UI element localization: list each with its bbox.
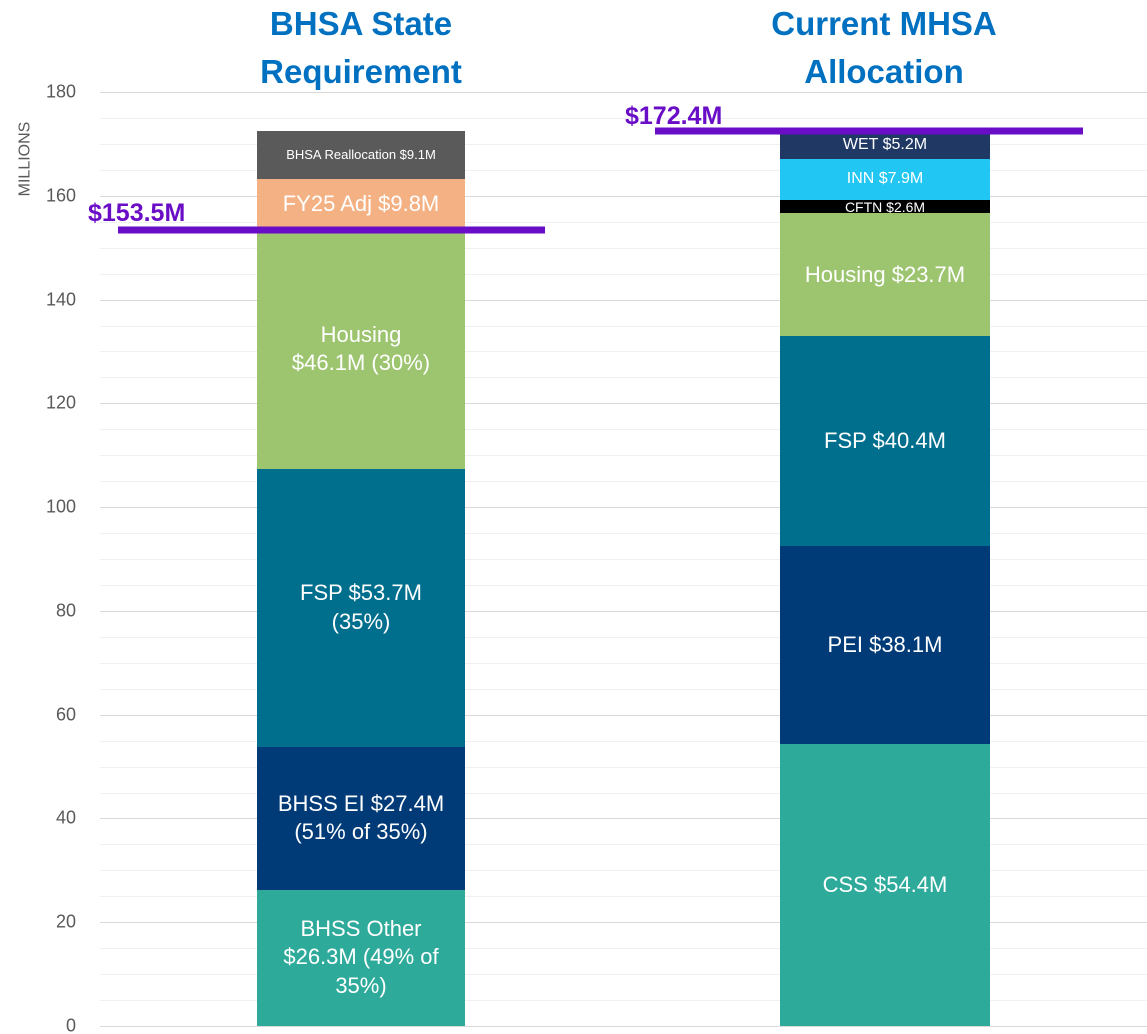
y-tick-label: 0 [65,1015,76,1034]
segment-label: CSS $54.4M [822,871,948,897]
reference-label: $153.5M [88,198,186,227]
bar-segment: WET $5.2M [780,131,990,159]
segment-label: FSP $40.4M [824,427,946,453]
minor-grid-line [100,559,1147,560]
bar-segment: Housing $23.7M [780,213,990,337]
bar-segment: INN $7.9M [780,158,990,200]
minor-grid-line [100,636,1147,638]
segment-label: Housing $23.7M [804,261,966,287]
minor-grid-line [100,273,1147,275]
minor-grid-line [100,974,1147,976]
minor-grid-line [100,584,1147,586]
minor-grid-line [100,169,1147,171]
column-title-line: Allocation [804,53,964,90]
segment-label: 35%) [335,973,387,999]
reference-line [118,226,545,233]
minor-grid-line [100,740,1147,742]
bar-segment: FSP $40.4M [780,336,990,547]
minor-grid-line [100,870,1147,872]
minor-grid-line [100,247,1147,249]
grid-line [100,922,1147,924]
minor-grid-line [100,844,1147,846]
grid-line [100,610,1147,612]
segment-label: CFTN $2.6M [844,199,926,214]
y-tick-label: 40 [55,807,76,828]
bar-segment: BHSS Other $26.3M (49% of 35%) [257,889,465,1026]
minor-grid-line [100,325,1147,327]
minor-grid-line [100,533,1147,535]
grid-line [100,92,1147,93]
y-tick-label: 120 [45,392,76,413]
minor-grid-line [100,117,1147,119]
minor-grid-line [100,377,1147,379]
segment-label: BHSA Reallocation $9.1M [286,146,436,162]
bar-segment: BHSA Reallocation $9.1M [257,131,465,179]
grid-line [100,299,1147,301]
grid-line [100,818,1147,820]
y-tick-label: 60 [55,704,76,725]
y-tick-label: 80 [55,600,76,621]
y-tick-label: 140 [45,289,76,310]
bar-segment: FSP $53.7M (35%) [257,468,465,748]
minor-grid-line [100,766,1147,768]
column-title-line: Current MHSA [771,5,997,42]
minor-grid-line [100,481,1147,483]
minor-grid-line [100,429,1147,431]
bar-segment: CFTN $2.6M [780,199,990,214]
minor-grid-line [100,688,1147,690]
segment-label: (51% of 35%) [294,819,428,845]
minor-grid-line [100,896,1147,898]
y-tick-label: 20 [55,911,76,932]
bar-segment: BHSS EI $27.4M (51% of 35%) [257,747,465,890]
segment-label: FSP $53.7M [300,580,422,606]
grid-line [100,714,1147,716]
grid-line [100,403,1147,405]
minor-grid-line [100,351,1147,353]
segment-label: $26.3M (49% of [283,944,439,970]
y-tick-label: 160 [45,185,76,206]
segment-label: FY25 Adj $9.8M [282,190,440,216]
bar-segment: PEI $38.1M [780,546,990,744]
minor-grid-line [100,143,1147,145]
column-title-line: Requirement [260,53,462,90]
grid-line [100,195,1147,197]
reference-line [655,127,1083,135]
segment-label: BHSS EI $27.4M [277,790,445,816]
bar-segment: Housing $46.1M (30%) [257,229,465,469]
y-tick-label: 180 [45,81,76,102]
grid-line [100,1026,1147,1027]
column-title: BHSA State Requirement [181,0,541,96]
segment-label: INN $7.9M [846,170,924,188]
segment-label: $46.1M (30%) [291,350,431,376]
segment-label: WET $5.2M [842,136,928,154]
minor-grid-line [100,455,1147,457]
segment-label: (35%) [331,609,391,635]
bar-segment: CSS $54.4M [780,743,990,1026]
minor-grid-line [100,792,1147,794]
y-tick-label: 100 [45,496,76,517]
grid-line [100,507,1147,509]
minor-grid-line [100,948,1147,950]
bar-segment: FY25 Adj $9.8M [257,178,465,230]
segment-label: BHSS Other [300,915,422,941]
segment-label: PEI $38.1M [827,631,943,657]
minor-grid-line [100,1000,1147,1002]
reference-label: $172.4M [625,102,723,131]
segment-label: Housing [320,321,402,347]
minor-grid-line [100,662,1147,664]
column-title: Current MHSA Allocation [704,0,1064,96]
column-title-line: BHSA State [269,5,453,42]
minor-grid-line [100,221,1147,223]
